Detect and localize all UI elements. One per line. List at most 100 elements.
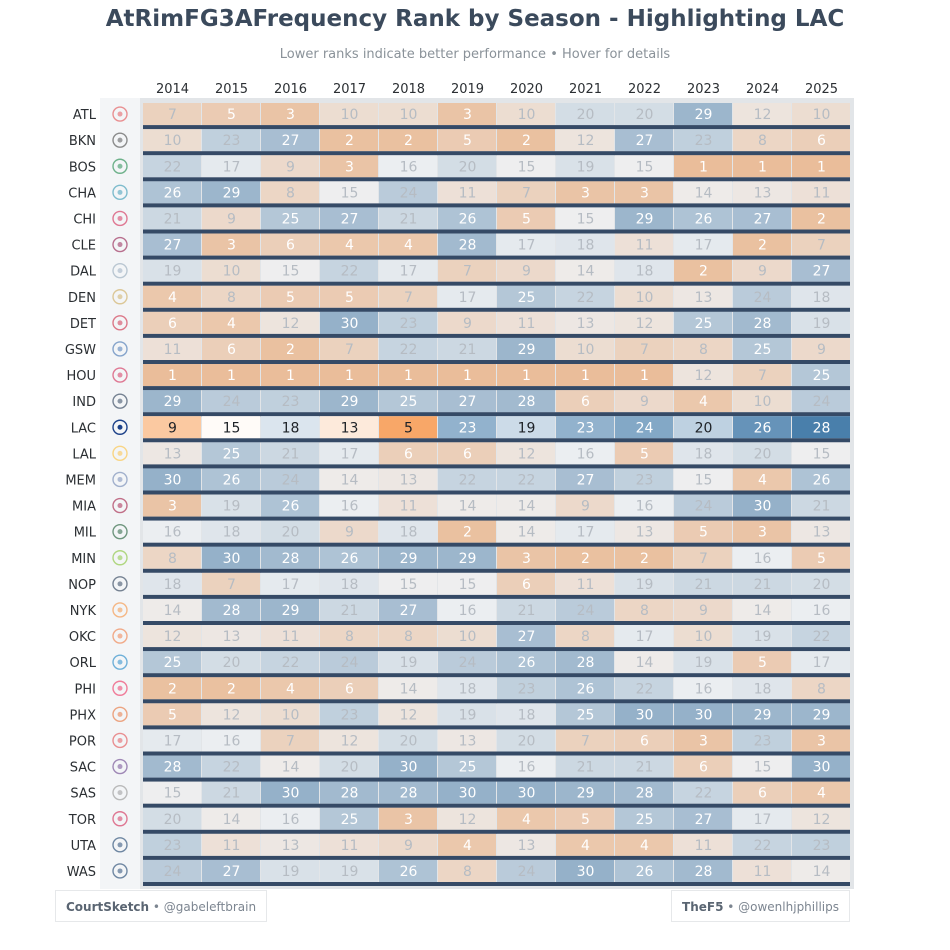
heatmap-cell[interactable] [497,598,555,621]
heatmap-cell[interactable] [202,390,260,413]
heatmap-cell[interactable] [379,129,437,152]
heatmap-cell[interactable] [674,651,732,674]
heatmap-cell[interactable] [733,651,791,674]
heatmap-cell[interactable] [674,781,732,804]
heatmap-cell[interactable] [733,859,791,882]
heatmap-cell[interactable] [556,416,614,439]
heatmap-cell[interactable] [556,442,614,465]
heatmap-cell[interactable] [320,181,378,204]
heatmap-cell[interactable] [438,494,496,517]
heatmap-cell[interactable] [202,651,260,674]
heatmap-cell[interactable] [556,520,614,543]
heatmap-cell[interactable] [143,364,201,387]
heatmap-cell[interactable] [438,729,496,752]
heatmap-cell[interactable] [674,807,732,830]
heatmap-cell[interactable] [615,494,673,517]
heatmap-cell[interactable] [556,207,614,230]
heatmap-cell[interactable] [674,285,732,308]
heatmap-cell[interactable] [792,494,850,517]
heatmap-cell[interactable] [438,259,496,282]
heatmap-cell[interactable] [202,546,260,569]
heatmap-cell[interactable] [320,703,378,726]
heatmap-cell[interactable] [497,494,555,517]
heatmap-cell[interactable] [143,572,201,595]
heatmap-cell[interactable] [733,416,791,439]
heatmap-cell[interactable] [202,103,260,126]
heatmap-cell[interactable] [792,442,850,465]
heatmap-cell[interactable] [320,129,378,152]
heatmap-cell[interactable] [615,572,673,595]
heatmap-cell[interactable] [202,468,260,491]
heatmap-cell[interactable] [674,598,732,621]
heatmap-cell[interactable] [792,233,850,256]
heatmap-cell[interactable] [202,416,260,439]
heatmap-cell[interactable] [379,207,437,230]
heatmap-cell[interactable] [438,103,496,126]
heatmap-cell[interactable] [733,181,791,204]
heatmap-cell[interactable] [438,598,496,621]
heatmap-cell[interactable] [202,364,260,387]
heatmap-cell[interactable] [438,859,496,882]
heatmap-cell[interactable] [733,807,791,830]
heatmap-cell[interactable] [202,337,260,360]
heatmap-cell[interactable] [497,207,555,230]
heatmap-cell[interactable] [379,337,437,360]
heatmap-cell[interactable] [556,625,614,648]
heatmap-cell[interactable] [143,311,201,334]
heatmap-cell[interactable] [143,285,201,308]
heatmap-cell[interactable] [202,807,260,830]
heatmap-cell[interactable] [497,337,555,360]
heatmap-cell[interactable] [615,677,673,700]
heatmap-cell[interactable] [143,677,201,700]
heatmap-cell[interactable] [202,572,260,595]
heatmap-cell[interactable] [438,520,496,543]
heatmap-cell[interactable] [202,755,260,778]
heatmap-cell[interactable] [320,468,378,491]
heatmap-cell[interactable] [143,625,201,648]
heatmap-cell[interactable] [556,807,614,830]
heatmap-cell[interactable] [320,442,378,465]
heatmap-cell[interactable] [320,651,378,674]
heatmap-cell[interactable] [497,729,555,752]
heatmap-cell[interactable] [674,677,732,700]
heatmap-cell[interactable] [320,259,378,282]
heatmap-cell[interactable] [261,625,319,648]
heatmap-cell[interactable] [379,285,437,308]
heatmap-cell[interactable] [261,546,319,569]
heatmap-cell[interactable] [792,833,850,856]
heatmap-cell[interactable] [320,311,378,334]
heatmap-cell[interactable] [261,755,319,778]
heatmap-cell[interactable] [379,390,437,413]
heatmap-cell[interactable] [438,468,496,491]
heatmap-cell[interactable] [792,129,850,152]
heatmap-cell[interactable] [674,416,732,439]
heatmap-cell[interactable] [438,703,496,726]
heatmap-cell[interactable] [261,181,319,204]
heatmap-cell[interactable] [556,468,614,491]
heatmap-cell[interactable] [143,651,201,674]
heatmap-cell[interactable] [792,181,850,204]
heatmap-cell[interactable] [674,729,732,752]
heatmap-cell[interactable] [320,755,378,778]
heatmap-cell[interactable] [792,703,850,726]
heatmap-cell[interactable] [143,520,201,543]
heatmap-cell[interactable] [556,390,614,413]
heatmap-cell[interactable] [379,677,437,700]
heatmap-cell[interactable] [674,233,732,256]
heatmap-cell[interactable] [438,285,496,308]
heatmap-cell[interactable] [792,311,850,334]
heatmap-cell[interactable] [497,520,555,543]
heatmap-cell[interactable] [261,729,319,752]
heatmap-cell[interactable] [202,233,260,256]
heatmap-cell[interactable] [438,364,496,387]
heatmap-cell[interactable] [438,337,496,360]
heatmap-cell[interactable] [792,285,850,308]
heatmap-cell[interactable] [261,103,319,126]
heatmap-cell[interactable] [143,781,201,804]
heatmap-cell[interactable] [497,103,555,126]
heatmap-cell[interactable] [497,233,555,256]
heatmap-cell[interactable] [615,598,673,621]
heatmap-cell[interactable] [792,207,850,230]
heatmap-cell[interactable] [438,833,496,856]
heatmap-cell[interactable] [556,677,614,700]
